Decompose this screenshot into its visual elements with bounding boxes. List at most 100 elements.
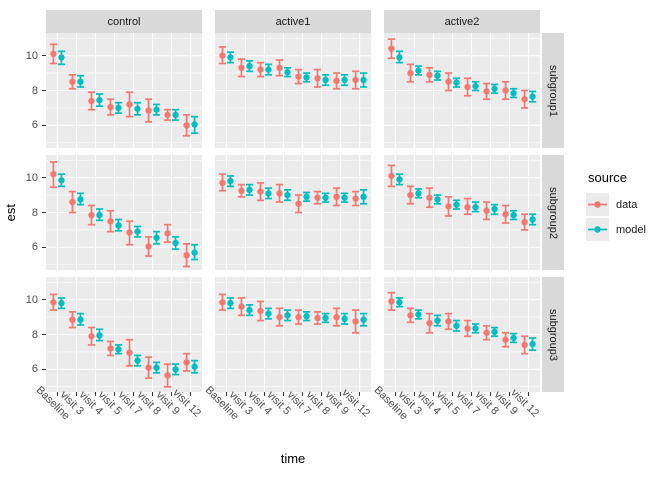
point — [172, 366, 179, 373]
point — [510, 211, 517, 219]
facet-panel-subgroup3-control — [46, 277, 202, 392]
y-tick-mark — [42, 299, 46, 301]
legend-item-label: model — [616, 223, 646, 236]
point — [502, 211, 509, 218]
point — [115, 104, 122, 112]
x-tick-mark — [225, 392, 227, 396]
y-tick-label: 10 — [25, 49, 38, 62]
point — [341, 194, 348, 201]
point — [464, 325, 471, 332]
point — [134, 105, 141, 112]
point — [107, 345, 114, 352]
facet-panel-subgroup2-active2 — [384, 155, 540, 270]
y-tick-mark — [42, 334, 46, 335]
point — [183, 359, 190, 366]
facet-row-label: subgroup2 — [547, 186, 559, 239]
point — [246, 62, 253, 70]
point — [341, 315, 348, 323]
point — [407, 312, 414, 319]
y-tick-mark — [42, 55, 46, 57]
x-tick-mark — [152, 392, 154, 396]
x-tick-mark — [302, 392, 303, 396]
point — [510, 89, 517, 97]
point — [472, 204, 479, 211]
point — [491, 205, 498, 213]
pointrange-key-icon — [586, 218, 609, 241]
y-tick-label: 6 — [31, 363, 38, 376]
point — [415, 67, 422, 74]
point — [472, 325, 479, 332]
y-tick-mark — [42, 368, 46, 370]
point — [491, 85, 498, 92]
facet-panel-subgroup1-active1 — [215, 33, 371, 148]
facet-col-strip-active2: active2 — [384, 10, 540, 33]
y-tick-label: 6 — [31, 241, 38, 254]
point — [360, 193, 367, 201]
point — [388, 298, 395, 305]
y-tick-label: 10 — [25, 293, 38, 306]
y-tick-label: 10 — [25, 171, 38, 184]
point — [284, 312, 291, 319]
point — [396, 176, 403, 183]
point — [314, 314, 321, 322]
point — [246, 186, 253, 194]
x-tick-mark — [340, 392, 342, 396]
facet-row-label: subgroup3 — [547, 308, 559, 361]
y-tick-mark — [42, 90, 46, 91]
legend-item-data: data — [586, 193, 672, 216]
point — [284, 69, 291, 76]
point — [284, 191, 291, 199]
point — [58, 299, 65, 307]
point — [126, 229, 133, 236]
y-tick-mark — [42, 124, 46, 126]
x-tick-mark — [321, 392, 323, 396]
facet-col-label: control — [107, 15, 141, 28]
point — [445, 318, 452, 325]
point — [238, 303, 245, 310]
point — [472, 82, 479, 90]
point — [453, 79, 460, 86]
point — [322, 314, 329, 322]
point — [227, 177, 234, 185]
point — [164, 111, 171, 119]
point — [483, 207, 490, 214]
x-tick-mark — [432, 392, 434, 396]
facet-row-strip-subgroup2: subgroup2 — [542, 155, 564, 270]
x-tick-mark — [94, 392, 96, 396]
point — [115, 346, 122, 353]
point — [426, 194, 433, 201]
point — [145, 243, 152, 250]
point — [276, 190, 283, 197]
point — [521, 218, 528, 226]
point — [69, 198, 76, 206]
x-tick-mark — [394, 392, 396, 396]
point — [257, 307, 264, 315]
point — [219, 299, 226, 306]
point — [172, 239, 179, 247]
point — [322, 194, 329, 201]
point — [227, 54, 234, 61]
point — [434, 196, 441, 203]
x-tick-mark — [263, 392, 265, 396]
point — [322, 76, 329, 84]
point — [153, 364, 160, 371]
point — [183, 251, 190, 259]
point — [314, 194, 321, 201]
point — [134, 228, 141, 235]
point — [434, 317, 441, 324]
x-tick-mark — [359, 392, 361, 396]
facet-panel-subgroup3-active2 — [384, 277, 540, 392]
point — [153, 106, 160, 113]
facet-row-strip-subgroup3: subgroup3 — [542, 277, 564, 392]
point — [295, 200, 302, 207]
point — [96, 211, 103, 219]
point — [426, 319, 433, 327]
point — [352, 195, 359, 202]
point — [502, 336, 509, 343]
point — [145, 107, 152, 114]
x-axis-title: time — [280, 451, 306, 466]
point — [529, 216, 536, 223]
point — [145, 364, 152, 371]
point — [352, 76, 359, 84]
facet-panel-subgroup3-active1 — [215, 277, 371, 392]
